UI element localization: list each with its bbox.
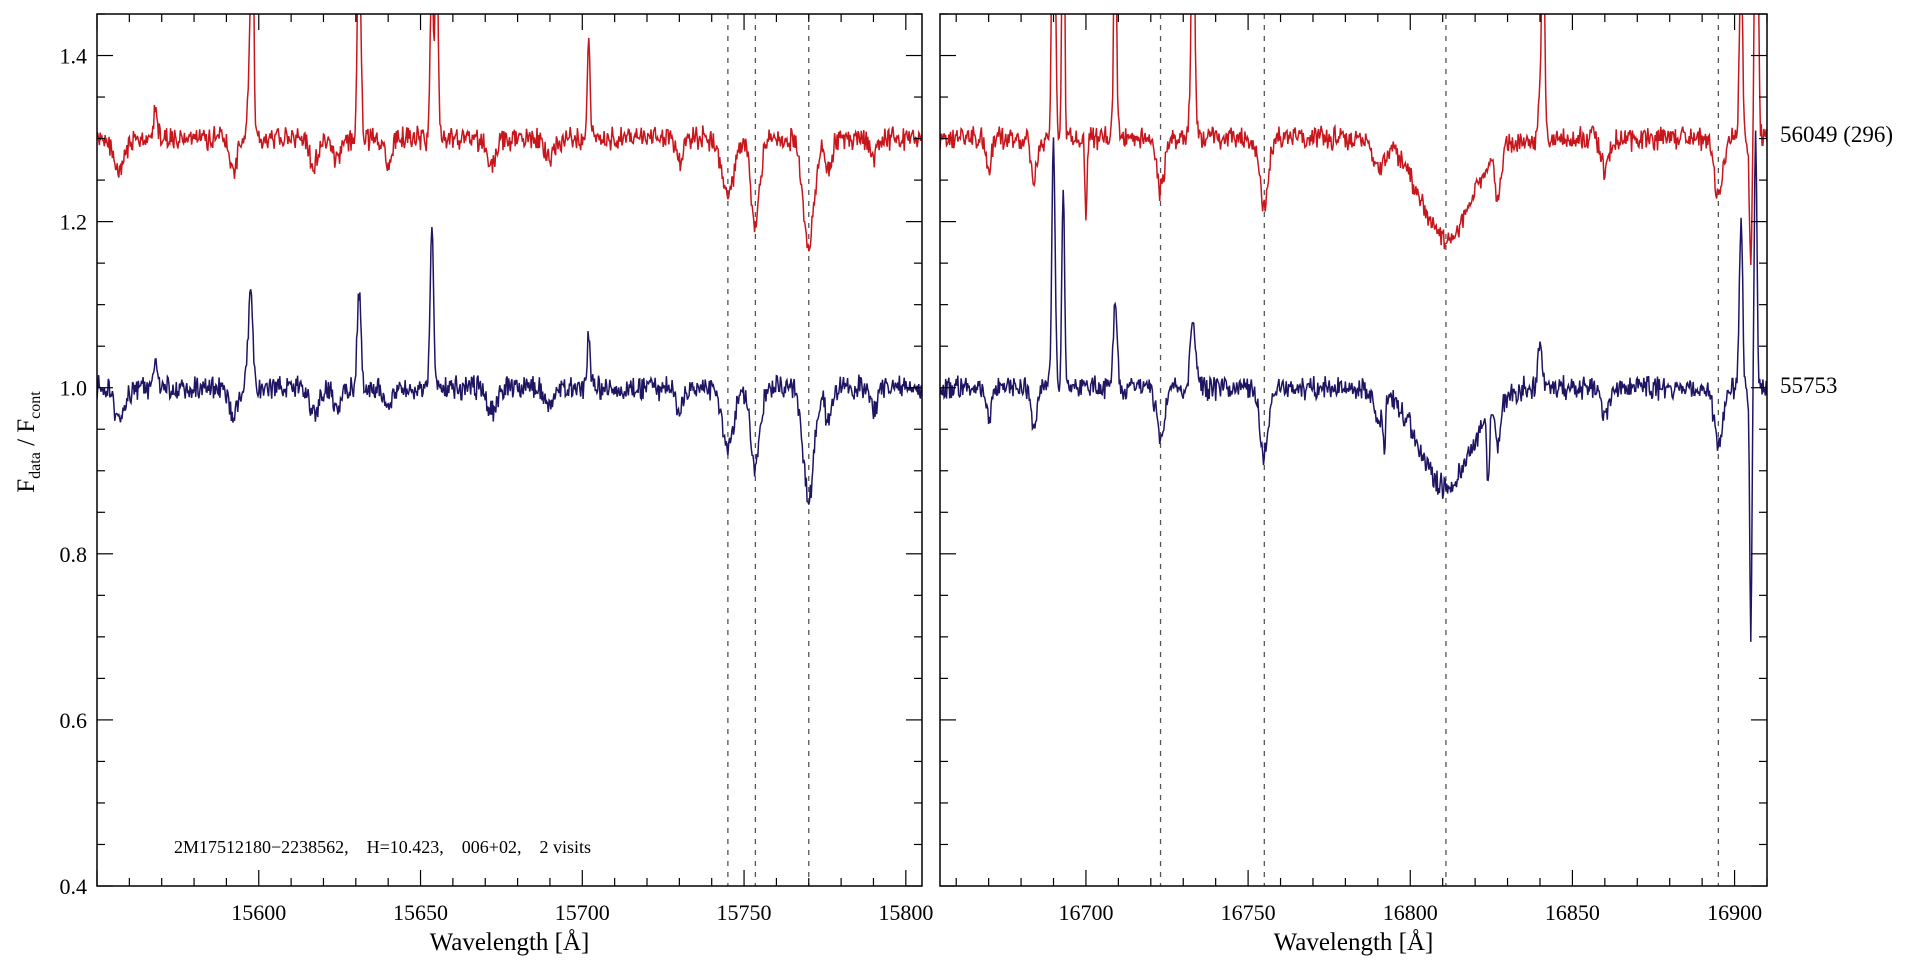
plot-frame [939,13,1768,887]
y-axis-label-sub2: cont [27,391,44,419]
series-56049-line [940,14,1767,266]
panel-left: 15600 15650 15700 15750 15800 0.4 0.6 0.8 1.0 1.2… [60,13,933,956]
x-axis-label: Wavelength [Å] [430,929,590,956]
plot-frame [96,13,923,887]
y-tick-label: 0.8 [60,542,88,567]
x-tick-label: 15600 [231,900,286,925]
x-tick-label: 15700 [555,900,610,925]
x-tick-label: 16800 [1383,900,1438,925]
x-tick-label: 15650 [393,900,448,925]
x-tick-label: 16750 [1221,900,1276,925]
y-axis-label: Fdata / Fcont [13,391,44,493]
legend-series-top: 56049 (296) [1780,122,1893,147]
chart-annotation: 2M17512180−2238562, H=10.423, 006+02, 2 … [174,837,591,857]
y-tick-label: 1.0 [60,376,88,401]
x-tick-label: 15800 [878,900,933,925]
series-55753-line [940,130,1767,642]
x-tick-label: 16900 [1707,900,1762,925]
panel-right: 16700 16750 16800 16850 16900 Wavelength [Å] [939,13,1768,956]
y-tick-label: 0.6 [60,708,88,733]
series-55753-line [97,226,922,505]
x-tick-label: 15750 [717,900,772,925]
legend-series-bottom: 55753 [1780,373,1838,398]
x-tick-label: 16700 [1058,900,1113,925]
series-56049-line [97,14,922,252]
y-axis-label-sub1: data [27,452,44,479]
y-axis-label-mid: / F [13,419,40,452]
y-tick-label: 0.4 [60,874,88,899]
y-axis-label-main: F [13,479,40,493]
x-tick-label: 16850 [1545,900,1600,925]
y-tick-label: 1.2 [60,210,88,235]
y-tick-label: 1.4 [60,44,88,69]
x-axis-label: Wavelength [Å] [1274,929,1434,956]
